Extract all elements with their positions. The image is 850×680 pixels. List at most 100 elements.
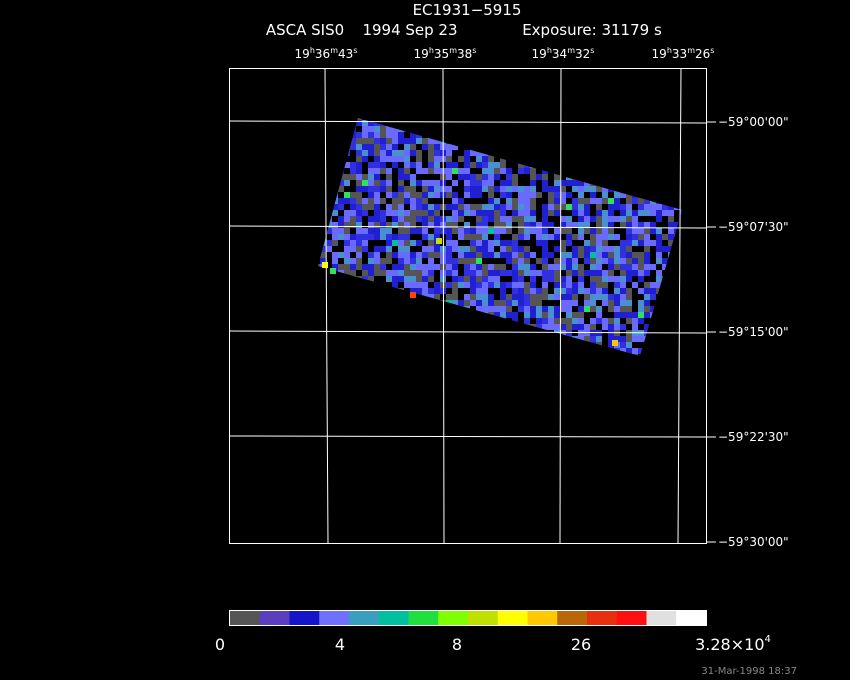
- pixel: [494, 186, 500, 192]
- ra-label: 19h34m32s: [532, 46, 595, 61]
- colorbar-segment: [497, 611, 528, 625]
- pixel: [488, 282, 494, 288]
- pixel: [530, 168, 536, 174]
- pixel: [422, 210, 428, 216]
- pixel: [470, 192, 476, 198]
- pixel: [632, 312, 638, 318]
- pixel: [446, 150, 452, 156]
- pixel: [356, 186, 362, 192]
- pixel: [530, 216, 536, 222]
- pixel: [512, 180, 518, 186]
- pixel: [548, 282, 554, 288]
- pixel: [572, 306, 578, 312]
- pixel: [530, 264, 536, 270]
- pixel: [620, 306, 626, 312]
- pixel: [620, 318, 626, 324]
- pixel: [434, 198, 440, 204]
- pixel: [404, 180, 410, 186]
- pixel: [632, 216, 638, 222]
- pixel: [434, 180, 440, 186]
- pixel: [410, 222, 416, 228]
- pixel: [530, 300, 536, 306]
- colorbar-label: 3.28×104: [695, 634, 771, 654]
- pixel: [422, 168, 428, 174]
- pixel: [350, 246, 356, 252]
- pixel: [398, 240, 404, 246]
- pixel: [398, 204, 404, 210]
- pixel: [632, 288, 638, 294]
- pixel: [524, 246, 530, 252]
- pixel: [464, 264, 470, 270]
- pixel: [506, 162, 512, 168]
- pixel: [368, 204, 374, 210]
- pixel: [632, 342, 638, 348]
- pixel: [584, 186, 590, 192]
- pixel: [578, 270, 584, 276]
- pixel: [548, 270, 554, 276]
- pixel: [434, 168, 440, 174]
- pixel: [566, 330, 572, 336]
- pixel: [428, 138, 434, 144]
- pixel: [338, 228, 344, 234]
- pixel: [524, 288, 530, 294]
- pixel: [380, 270, 386, 276]
- pixel: [368, 252, 374, 258]
- pixel: [518, 204, 524, 210]
- pixel: [614, 216, 620, 222]
- pixel: [638, 240, 644, 246]
- pixel: [398, 264, 404, 270]
- pixel: [638, 282, 644, 288]
- colorbar-segment: [230, 611, 261, 625]
- pixel: [428, 252, 434, 258]
- pixel: [452, 210, 458, 216]
- pixel: [410, 132, 416, 138]
- pixel: [632, 276, 638, 282]
- pixel: [422, 222, 428, 228]
- pixel: [542, 234, 548, 240]
- pixel: [470, 162, 476, 168]
- pixel: [560, 276, 566, 282]
- pixel: [638, 258, 644, 264]
- pixel: [602, 276, 608, 282]
- pixel: [512, 312, 518, 318]
- pixel: [458, 168, 464, 174]
- pixel: [512, 246, 518, 252]
- pixel: [470, 150, 476, 156]
- pixel: [632, 270, 638, 276]
- pixel: [362, 150, 368, 156]
- pixel: [350, 210, 356, 216]
- pixel: [560, 240, 566, 246]
- pixel: [512, 240, 518, 246]
- pixel: [356, 210, 362, 216]
- pixel: [464, 180, 470, 186]
- pixel: [620, 246, 626, 252]
- pixel: [392, 264, 398, 270]
- pixel: [374, 252, 380, 258]
- pixel: [656, 210, 662, 216]
- pixel: [476, 156, 482, 162]
- pixel: [614, 228, 620, 234]
- pixel: [410, 156, 416, 162]
- pixel: [488, 162, 494, 168]
- pixel: [566, 282, 572, 288]
- pixel: [518, 198, 524, 204]
- pixel: [386, 150, 392, 156]
- pixel: [518, 216, 524, 222]
- pixel: [626, 306, 632, 312]
- pixel: [398, 258, 404, 264]
- colorbar-segment: [587, 611, 618, 625]
- pixel: [638, 300, 644, 306]
- pixel: [554, 180, 560, 186]
- pixel: [350, 222, 356, 228]
- pixel: [626, 210, 632, 216]
- pixel: [596, 204, 602, 210]
- pixel: [494, 168, 500, 174]
- pixel: [446, 246, 452, 252]
- pixel: [482, 198, 488, 204]
- pixel: [434, 222, 440, 228]
- pixel: [374, 126, 380, 132]
- pixel: [410, 198, 416, 204]
- pixel: [602, 240, 608, 246]
- pixel: [368, 162, 374, 168]
- pixel: [374, 192, 380, 198]
